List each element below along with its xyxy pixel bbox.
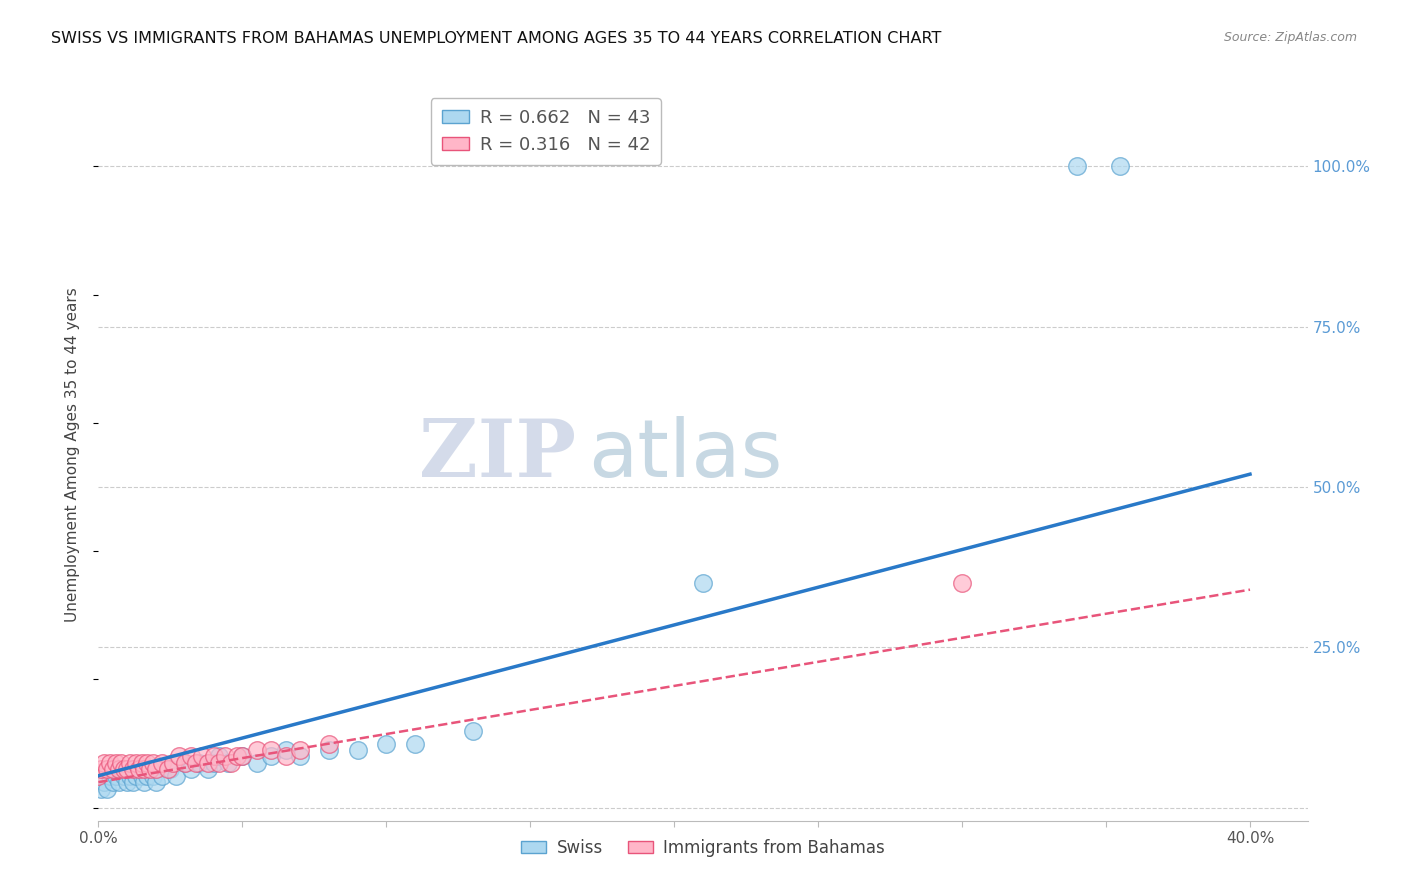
Point — [120, 769, 142, 783]
Point — [90, 781, 112, 796]
Point — [692, 576, 714, 591]
Point — [274, 749, 297, 764]
Point — [87, 769, 110, 783]
Point — [260, 743, 283, 757]
Point — [101, 775, 124, 789]
Point — [136, 769, 159, 783]
Point — [202, 756, 225, 770]
Point — [131, 769, 153, 783]
Point — [139, 762, 162, 776]
Point — [104, 756, 127, 770]
Point — [112, 769, 135, 783]
Point — [214, 749, 236, 764]
Point — [122, 775, 145, 789]
Point — [231, 749, 253, 764]
Text: Source: ZipAtlas.com: Source: ZipAtlas.com — [1223, 31, 1357, 45]
Point — [159, 762, 181, 776]
Point — [1109, 159, 1132, 173]
Point — [217, 756, 239, 770]
Point — [180, 749, 202, 764]
Point — [404, 737, 426, 751]
Point — [104, 769, 127, 783]
Point — [145, 762, 167, 776]
Point — [128, 762, 150, 776]
Point — [162, 756, 184, 770]
Point — [208, 756, 231, 770]
Text: atlas: atlas — [588, 416, 783, 494]
Point — [288, 743, 311, 757]
Point — [128, 762, 150, 776]
Point — [142, 769, 165, 783]
Point — [115, 775, 138, 789]
Point — [225, 749, 247, 764]
Point — [156, 762, 179, 776]
Point — [110, 762, 132, 776]
Point — [142, 756, 165, 770]
Text: ZIP: ZIP — [419, 416, 576, 494]
Point — [197, 762, 219, 776]
Point — [98, 756, 121, 770]
Point — [288, 749, 311, 764]
Point — [1066, 159, 1088, 173]
Point — [136, 756, 159, 770]
Point — [246, 743, 269, 757]
Point — [125, 756, 148, 770]
Point — [96, 781, 118, 796]
Point — [346, 743, 368, 757]
Point — [107, 775, 129, 789]
Point — [167, 749, 190, 764]
Point — [98, 769, 121, 783]
Point — [122, 762, 145, 776]
Point — [150, 756, 173, 770]
Point — [90, 762, 112, 776]
Point — [112, 762, 135, 776]
Point — [173, 756, 195, 770]
Point — [150, 769, 173, 783]
Legend: Swiss, Immigrants from Bahamas: Swiss, Immigrants from Bahamas — [515, 832, 891, 863]
Point — [260, 749, 283, 764]
Point — [197, 756, 219, 770]
Point — [219, 756, 242, 770]
Point — [186, 756, 208, 770]
Point — [145, 775, 167, 789]
Point — [131, 756, 153, 770]
Point — [231, 749, 253, 764]
Point — [93, 775, 115, 789]
Point — [208, 749, 231, 764]
Point — [165, 769, 187, 783]
Point — [134, 775, 156, 789]
Point — [375, 737, 398, 751]
Point — [125, 769, 148, 783]
Point — [274, 743, 297, 757]
Point — [93, 756, 115, 770]
Point — [461, 723, 484, 738]
Point — [101, 762, 124, 776]
Point — [134, 762, 156, 776]
Point — [120, 756, 142, 770]
Point — [110, 756, 132, 770]
Point — [950, 576, 973, 591]
Point — [318, 737, 340, 751]
Point — [318, 743, 340, 757]
Text: SWISS VS IMMIGRANTS FROM BAHAMAS UNEMPLOYMENT AMONG AGES 35 TO 44 YEARS CORRELAT: SWISS VS IMMIGRANTS FROM BAHAMAS UNEMPLO… — [51, 31, 941, 46]
Point — [202, 749, 225, 764]
Point — [188, 756, 211, 770]
Point — [96, 762, 118, 776]
Point — [115, 762, 138, 776]
Y-axis label: Unemployment Among Ages 35 to 44 years: Unemployment Among Ages 35 to 44 years — [65, 287, 80, 623]
Point — [246, 756, 269, 770]
Point — [180, 762, 202, 776]
Point — [107, 762, 129, 776]
Point — [139, 762, 162, 776]
Point — [191, 749, 214, 764]
Point — [173, 756, 195, 770]
